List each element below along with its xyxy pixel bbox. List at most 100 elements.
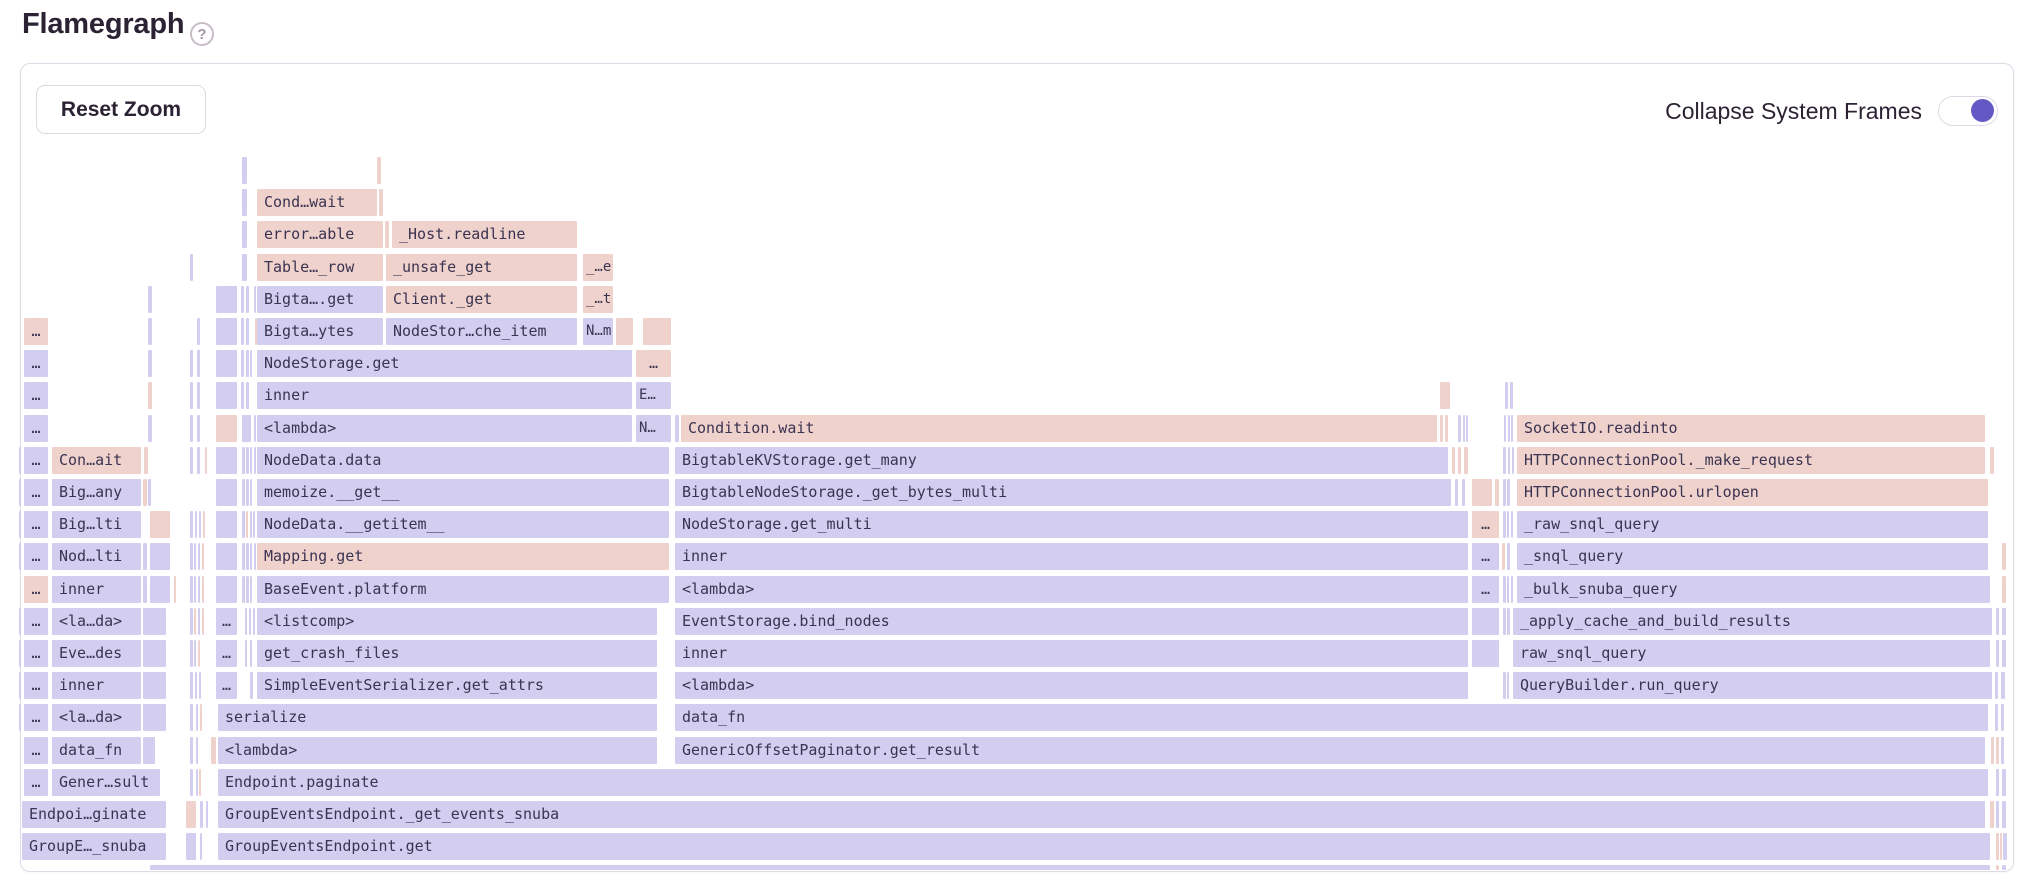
flame-frame-sliver[interactable] (242, 479, 245, 506)
flame-frame-sliver[interactable] (242, 157, 247, 184)
flame-frame-sliver[interactable] (675, 414, 679, 442)
flame-frame-GroupEventsEndpoint._get_events_snuba[interactable]: GroupEventsEndpoint._get_events_snuba (218, 801, 1985, 828)
flame-frame-…[interactable]: … (24, 479, 48, 506)
flame-frame-sliver[interactable] (1995, 672, 1998, 700)
flame-frame-sliver[interactable] (242, 253, 247, 281)
flame-frame-sliver[interactable] (249, 607, 251, 635)
flame-frame-sliver[interactable] (174, 575, 176, 603)
flame-frame-<lambda>[interactable]: <lambda> (675, 672, 1468, 700)
flame-frame-sliver[interactable] (245, 640, 247, 667)
flame-frame-sliver[interactable] (205, 446, 207, 474)
flame-frame-…[interactable]: … (24, 511, 48, 539)
flame-frame-sliver[interactable] (150, 511, 170, 539)
flame-frame-BigtableKVStorage.get_many[interactable]: BigtableKVStorage.get_many (675, 446, 1448, 474)
flame-frame-inner[interactable]: inner (52, 575, 141, 603)
flame-frame-sliver[interactable] (150, 543, 170, 571)
flame-frame-sliver[interactable] (1472, 607, 1499, 635)
flame-frame-sliver[interactable] (199, 511, 201, 539)
flame-frame-sliver[interactable] (250, 543, 252, 571)
flame-frame-sliver[interactable] (616, 318, 633, 345)
flame-frame-sliver[interactable] (202, 543, 204, 571)
flame-frame-sliver[interactable] (1510, 382, 1513, 410)
flame-frame-sliver[interactable] (206, 801, 208, 828)
flame-frame-sliver[interactable] (250, 511, 252, 539)
flame-frame-sliver[interactable] (1503, 607, 1506, 635)
flame-frame-sliver[interactable] (254, 285, 256, 313)
flame-frame-sliver[interactable] (1512, 446, 1514, 474)
flame-frame-Cond…wait[interactable]: Cond…wait (257, 189, 377, 217)
flame-frame-sliver[interactable] (1996, 833, 1999, 861)
flame-frame-<lambda>[interactable]: <lambda> (675, 575, 1468, 603)
flame-frame-BaseEvent.platform[interactable]: BaseEvent.platform (257, 575, 669, 603)
flame-frame-sliver[interactable] (148, 414, 152, 442)
flame-frame-sliver[interactable] (196, 736, 198, 764)
flame-frame-sliver[interactable] (143, 479, 147, 506)
flame-frame-sliver[interactable] (242, 543, 245, 571)
flame-frame-sliver[interactable] (379, 189, 383, 217)
flame-frame-sliver[interactable] (190, 446, 193, 474)
flame-frame-NodeData.__getitem__[interactable]: NodeData.__getitem__ (257, 511, 669, 539)
flame-frame-HTTPConnectionPool.urlopen[interactable]: HTTPConnectionPool.urlopen (1517, 479, 1988, 506)
flame-frame-…[interactable]: … (216, 672, 237, 700)
flame-frame-NodeData.data[interactable]: NodeData.data (257, 446, 669, 474)
flame-frame-sliver[interactable] (1503, 446, 1506, 474)
flame-frame-sliver[interactable] (246, 479, 249, 506)
flame-frame-<lambda>[interactable]: <lambda> (218, 736, 657, 764)
flame-frame-sliver[interactable] (1495, 479, 1499, 506)
flame-frame-sliver[interactable] (216, 543, 237, 571)
flame-frame-sliver[interactable] (2002, 865, 2006, 871)
flame-frame-sliver[interactable] (143, 704, 166, 732)
flame-frame-memoize.__get__[interactable]: memoize.__get__ (257, 479, 669, 506)
flame-frame-sliver[interactable] (1502, 543, 1505, 571)
flame-frame-…[interactable]: … (24, 736, 48, 764)
flame-frame-sliver[interactable] (198, 543, 200, 571)
flame-frame-…[interactable]: … (636, 350, 671, 378)
flame-frame-sliver[interactable] (190, 575, 193, 603)
flame-frame-sliver[interactable] (250, 479, 252, 506)
flame-frame-sliver[interactable] (241, 285, 244, 313)
flame-frame-sliver[interactable] (246, 543, 249, 571)
flame-frame-…[interactable]: … (24, 318, 48, 345)
flame-frame-sliver[interactable] (241, 382, 244, 410)
flame-frame-sliver[interactable] (1990, 446, 1994, 474)
flame-frame-sliver[interactable] (1503, 479, 1506, 506)
flame-frame-sliver[interactable] (241, 318, 244, 345)
flame-frame-sliver[interactable] (2003, 833, 2007, 861)
flame-frame-Table…_row[interactable]: Table…_row (257, 253, 383, 281)
flame-frame-sliver[interactable] (250, 350, 252, 378)
flame-frame-sliver[interactable] (254, 543, 256, 571)
flame-frame-sliver[interactable] (246, 446, 249, 474)
flame-frame-sliver[interactable] (1507, 479, 1510, 506)
flame-frame-sliver[interactable] (190, 640, 193, 667)
flame-frame-sliver[interactable] (1452, 446, 1455, 474)
flame-frame-sliver[interactable] (1511, 511, 1513, 539)
flame-frame-sliver[interactable] (194, 543, 196, 571)
flame-frame-sliver[interactable] (1462, 479, 1465, 506)
flame-frame-Con…ait[interactable]: Con…ait (52, 446, 141, 474)
flame-frame-sliver[interactable] (19, 640, 21, 667)
flame-frame-data_fn[interactable]: data_fn (675, 704, 1988, 732)
flame-frame-_unsafe_get[interactable]: _unsafe_get (386, 253, 577, 281)
flame-frame-sliver[interactable] (242, 511, 245, 539)
flame-frame-sliver[interactable] (148, 382, 152, 410)
flame-frame-sliver[interactable] (242, 221, 247, 249)
flame-frame-sliver[interactable] (196, 768, 198, 796)
flame-frame-sliver[interactable] (202, 607, 204, 635)
flame-frame-EventStorage.bind_nodes[interactable]: EventStorage.bind_nodes (675, 607, 1468, 635)
flame-frame-sliver[interactable] (242, 575, 245, 603)
flame-frame-sliver[interactable] (1463, 414, 1465, 442)
flame-frame-sliver[interactable] (197, 350, 200, 378)
flame-frame-Condition.wait[interactable]: Condition.wait (681, 414, 1437, 442)
flame-frame-<lambda>[interactable]: <lambda> (257, 414, 632, 442)
flame-frame-GroupE…_snuba[interactable]: GroupE…_snuba (22, 833, 166, 861)
flame-frame-sliver[interactable] (2000, 833, 2002, 861)
flame-frame-Endpoi…ginate[interactable]: Endpoi…ginate (22, 801, 166, 828)
flame-frame-…[interactable]: … (24, 575, 48, 603)
flame-frame-sliver[interactable] (216, 318, 237, 345)
flame-frame-Nod…lti[interactable]: Nod…lti (52, 543, 141, 571)
flame-frame-sliver[interactable] (2002, 801, 2006, 828)
flame-frame-sliver[interactable] (190, 253, 193, 281)
flame-frame-sliver[interactable] (190, 768, 193, 796)
flame-frame-sliver[interactable] (1466, 414, 1468, 442)
flame-frame-_bulk_snuba_query[interactable]: _bulk_snuba_query (1517, 575, 1990, 603)
